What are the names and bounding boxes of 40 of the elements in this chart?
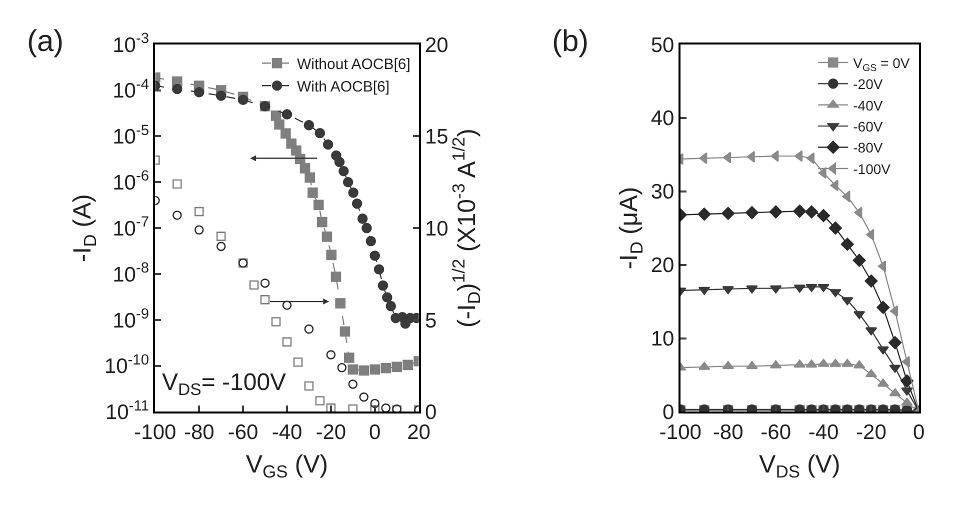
chart-title: (a) — [27, 25, 64, 58]
y-tick-label: 30 — [650, 180, 674, 204]
y-tick-label: 10$^{-10}$ — [104, 352, 149, 378]
y-tick-label: 10$^{-7}$ — [112, 214, 149, 240]
legend-label: -100V — [853, 160, 892, 177]
x-tick-label: -20 — [856, 420, 886, 444]
y-tick-label: 50 — [650, 34, 674, 57]
x-tick-label: 0 — [369, 420, 381, 444]
legend-label: With AOCB[6] — [297, 78, 390, 96]
x-tick-label: -40 — [808, 420, 839, 444]
legend-label: -40V — [853, 97, 884, 114]
x-tick-label: -60 — [228, 420, 258, 444]
x-tick-label: -80 — [712, 420, 744, 444]
x-tick-label: 0 — [913, 420, 925, 444]
y-tick-label: 10$^{-4}$ — [112, 76, 149, 103]
y-tick-label: 10$^{-5}$ — [112, 122, 149, 149]
legend-label: Without AOCB[6] — [297, 56, 410, 73]
x-axis-title: V$_{DS}$ (V) — [759, 450, 840, 482]
y2-tick-label: 10 — [424, 217, 448, 240]
legend-label: -80V — [853, 140, 884, 156]
annotation: V$_{DS}$= -100V — [162, 369, 286, 400]
y2-tick-label: 20 — [424, 34, 448, 57]
y-tick-label: 40 — [650, 107, 674, 130]
legend-label: -20V — [853, 76, 884, 92]
x-tick-label: -20 — [316, 420, 346, 444]
y-tick-label: 10$^{-3}$ — [112, 30, 149, 57]
y-tick-label: 10$^{-6}$ — [112, 168, 149, 195]
y-tick-label: 10 — [650, 328, 674, 351]
legend-label: -60V — [853, 118, 884, 135]
x-tick-label: -60 — [760, 420, 791, 444]
y2-tick-label: 15 — [424, 126, 448, 149]
x-tick-label: -40 — [272, 420, 302, 444]
x-tick-label: -80 — [184, 420, 214, 444]
x-axis-title: V$_{GS}$ (V) — [246, 450, 328, 482]
y-tick-label: 10$^{-9}$ — [112, 306, 149, 332]
y-tick-label: 20 — [650, 254, 674, 278]
legend-label: V$_{GS}$ = 0V — [853, 54, 910, 74]
y-tick-label: 10$^{-8}$ — [112, 260, 149, 286]
y2-tick-label: 5 — [424, 309, 437, 332]
chart-title: (b) — [552, 25, 589, 58]
